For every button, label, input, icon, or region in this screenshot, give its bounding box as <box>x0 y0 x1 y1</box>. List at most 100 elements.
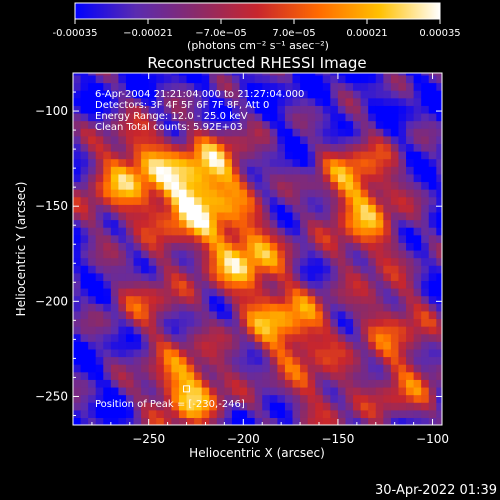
heatmap-cell <box>383 158 392 167</box>
heatmap-cell <box>224 356 233 365</box>
heatmap-cell <box>148 402 157 411</box>
heatmap-cell <box>125 364 135 373</box>
heatmap-cell <box>337 74 347 84</box>
heatmap-cell <box>178 181 188 190</box>
heatmap-cell <box>224 379 233 388</box>
heatmap-cell <box>80 310 89 320</box>
heatmap-cell <box>390 333 400 342</box>
heatmap-cell <box>383 189 392 198</box>
heatmap-cell <box>103 151 112 160</box>
heatmap-cell <box>330 82 339 91</box>
heatmap-cell <box>118 143 127 152</box>
heatmap-cell <box>428 128 437 137</box>
heatmap-cell <box>194 379 203 388</box>
heatmap-cell <box>216 265 225 274</box>
heatmap-cell <box>178 249 188 259</box>
heatmap-cell <box>216 90 225 99</box>
heatmap-cell <box>80 204 89 213</box>
heatmap-cell <box>398 97 407 106</box>
heatmap-cell <box>110 90 120 99</box>
heatmap-cell <box>284 189 294 198</box>
heatmap-cell <box>163 280 172 289</box>
heatmap-cell <box>118 211 127 221</box>
heatmap-cell <box>186 227 195 236</box>
heatmap-cell <box>360 128 369 137</box>
heatmap-cell <box>337 417 347 425</box>
heatmap-cell <box>171 417 180 425</box>
heatmap-cell <box>88 128 97 137</box>
heatmap-cell <box>315 402 324 411</box>
heatmap-cell <box>398 280 407 289</box>
heatmap-cell <box>436 181 442 190</box>
heatmap-cell <box>277 189 286 198</box>
heatmap-cell <box>254 371 263 380</box>
heatmap-cell <box>307 90 316 99</box>
heatmap-cell <box>95 364 104 373</box>
heatmap-cell <box>292 409 301 418</box>
heatmap-cell <box>413 173 422 183</box>
heatmap-cell <box>216 196 225 205</box>
heatmap-cell <box>148 371 157 380</box>
heatmap-cell <box>148 128 157 137</box>
heatmap-cell <box>88 219 97 228</box>
heatmap-cell <box>383 181 392 190</box>
heatmap-cell <box>103 364 112 373</box>
heatmap-cell <box>436 257 442 266</box>
heatmap-cell <box>224 74 233 84</box>
heatmap-cell <box>239 280 248 289</box>
heatmap-cell <box>103 348 112 358</box>
heatmap-cell <box>118 310 127 320</box>
heatmap-cell <box>163 348 172 358</box>
heatmap-cell <box>330 181 339 190</box>
heatmap-cell <box>390 417 400 425</box>
heatmap-cell <box>262 189 271 198</box>
heatmap-cell <box>141 166 150 175</box>
heatmap-cell <box>231 112 241 122</box>
heatmap-cell <box>133 348 142 358</box>
heatmap-cell <box>284 143 294 152</box>
heatmap-cell <box>118 249 127 259</box>
heatmap-cell <box>300 181 309 190</box>
heatmap-cell <box>375 318 384 327</box>
heatmap-cell <box>133 112 142 122</box>
heatmap-cell <box>428 341 437 350</box>
heatmap-cell <box>178 234 188 243</box>
heatmap-cell <box>95 234 104 243</box>
heatmap-cell <box>148 196 157 205</box>
heatmap-cell <box>277 90 286 99</box>
heatmap-cell <box>428 402 437 411</box>
heatmap-cell <box>156 74 165 84</box>
heatmap-cell <box>406 417 415 425</box>
heatmap-cell <box>110 257 120 266</box>
heatmap-cell <box>178 333 188 342</box>
heatmap-cell <box>428 272 437 281</box>
heatmap-cell <box>224 364 233 373</box>
heatmap-cell <box>141 97 150 106</box>
heatmap-cell <box>141 364 150 373</box>
heatmap-cell <box>368 166 377 175</box>
heatmap-cell <box>95 219 104 228</box>
heatmap-cell <box>337 295 347 304</box>
heatmap-cell <box>141 90 150 99</box>
heatmap-cell <box>345 143 354 152</box>
heatmap-cell <box>390 379 400 388</box>
heatmap-cell <box>148 310 157 320</box>
heatmap-cell <box>307 158 316 167</box>
heatmap-cell <box>307 219 316 228</box>
heatmap-cell <box>231 379 241 388</box>
heatmap-cell <box>133 295 142 304</box>
heatmap-cell <box>156 73 165 76</box>
heatmap-cell <box>141 196 150 205</box>
heatmap-cell <box>421 303 430 312</box>
heatmap-cell <box>406 211 415 221</box>
heatmap-cell <box>148 386 157 396</box>
heatmap-cell <box>148 120 157 129</box>
heatmap-cell <box>209 303 218 312</box>
heatmap-cell <box>262 417 271 425</box>
heatmap-cell <box>163 211 172 221</box>
heatmap-cell <box>277 310 286 320</box>
heatmap-cell <box>353 364 362 373</box>
heatmap-cell <box>269 234 278 243</box>
heatmap-cell <box>345 173 354 183</box>
heatmap-cell <box>163 82 172 91</box>
